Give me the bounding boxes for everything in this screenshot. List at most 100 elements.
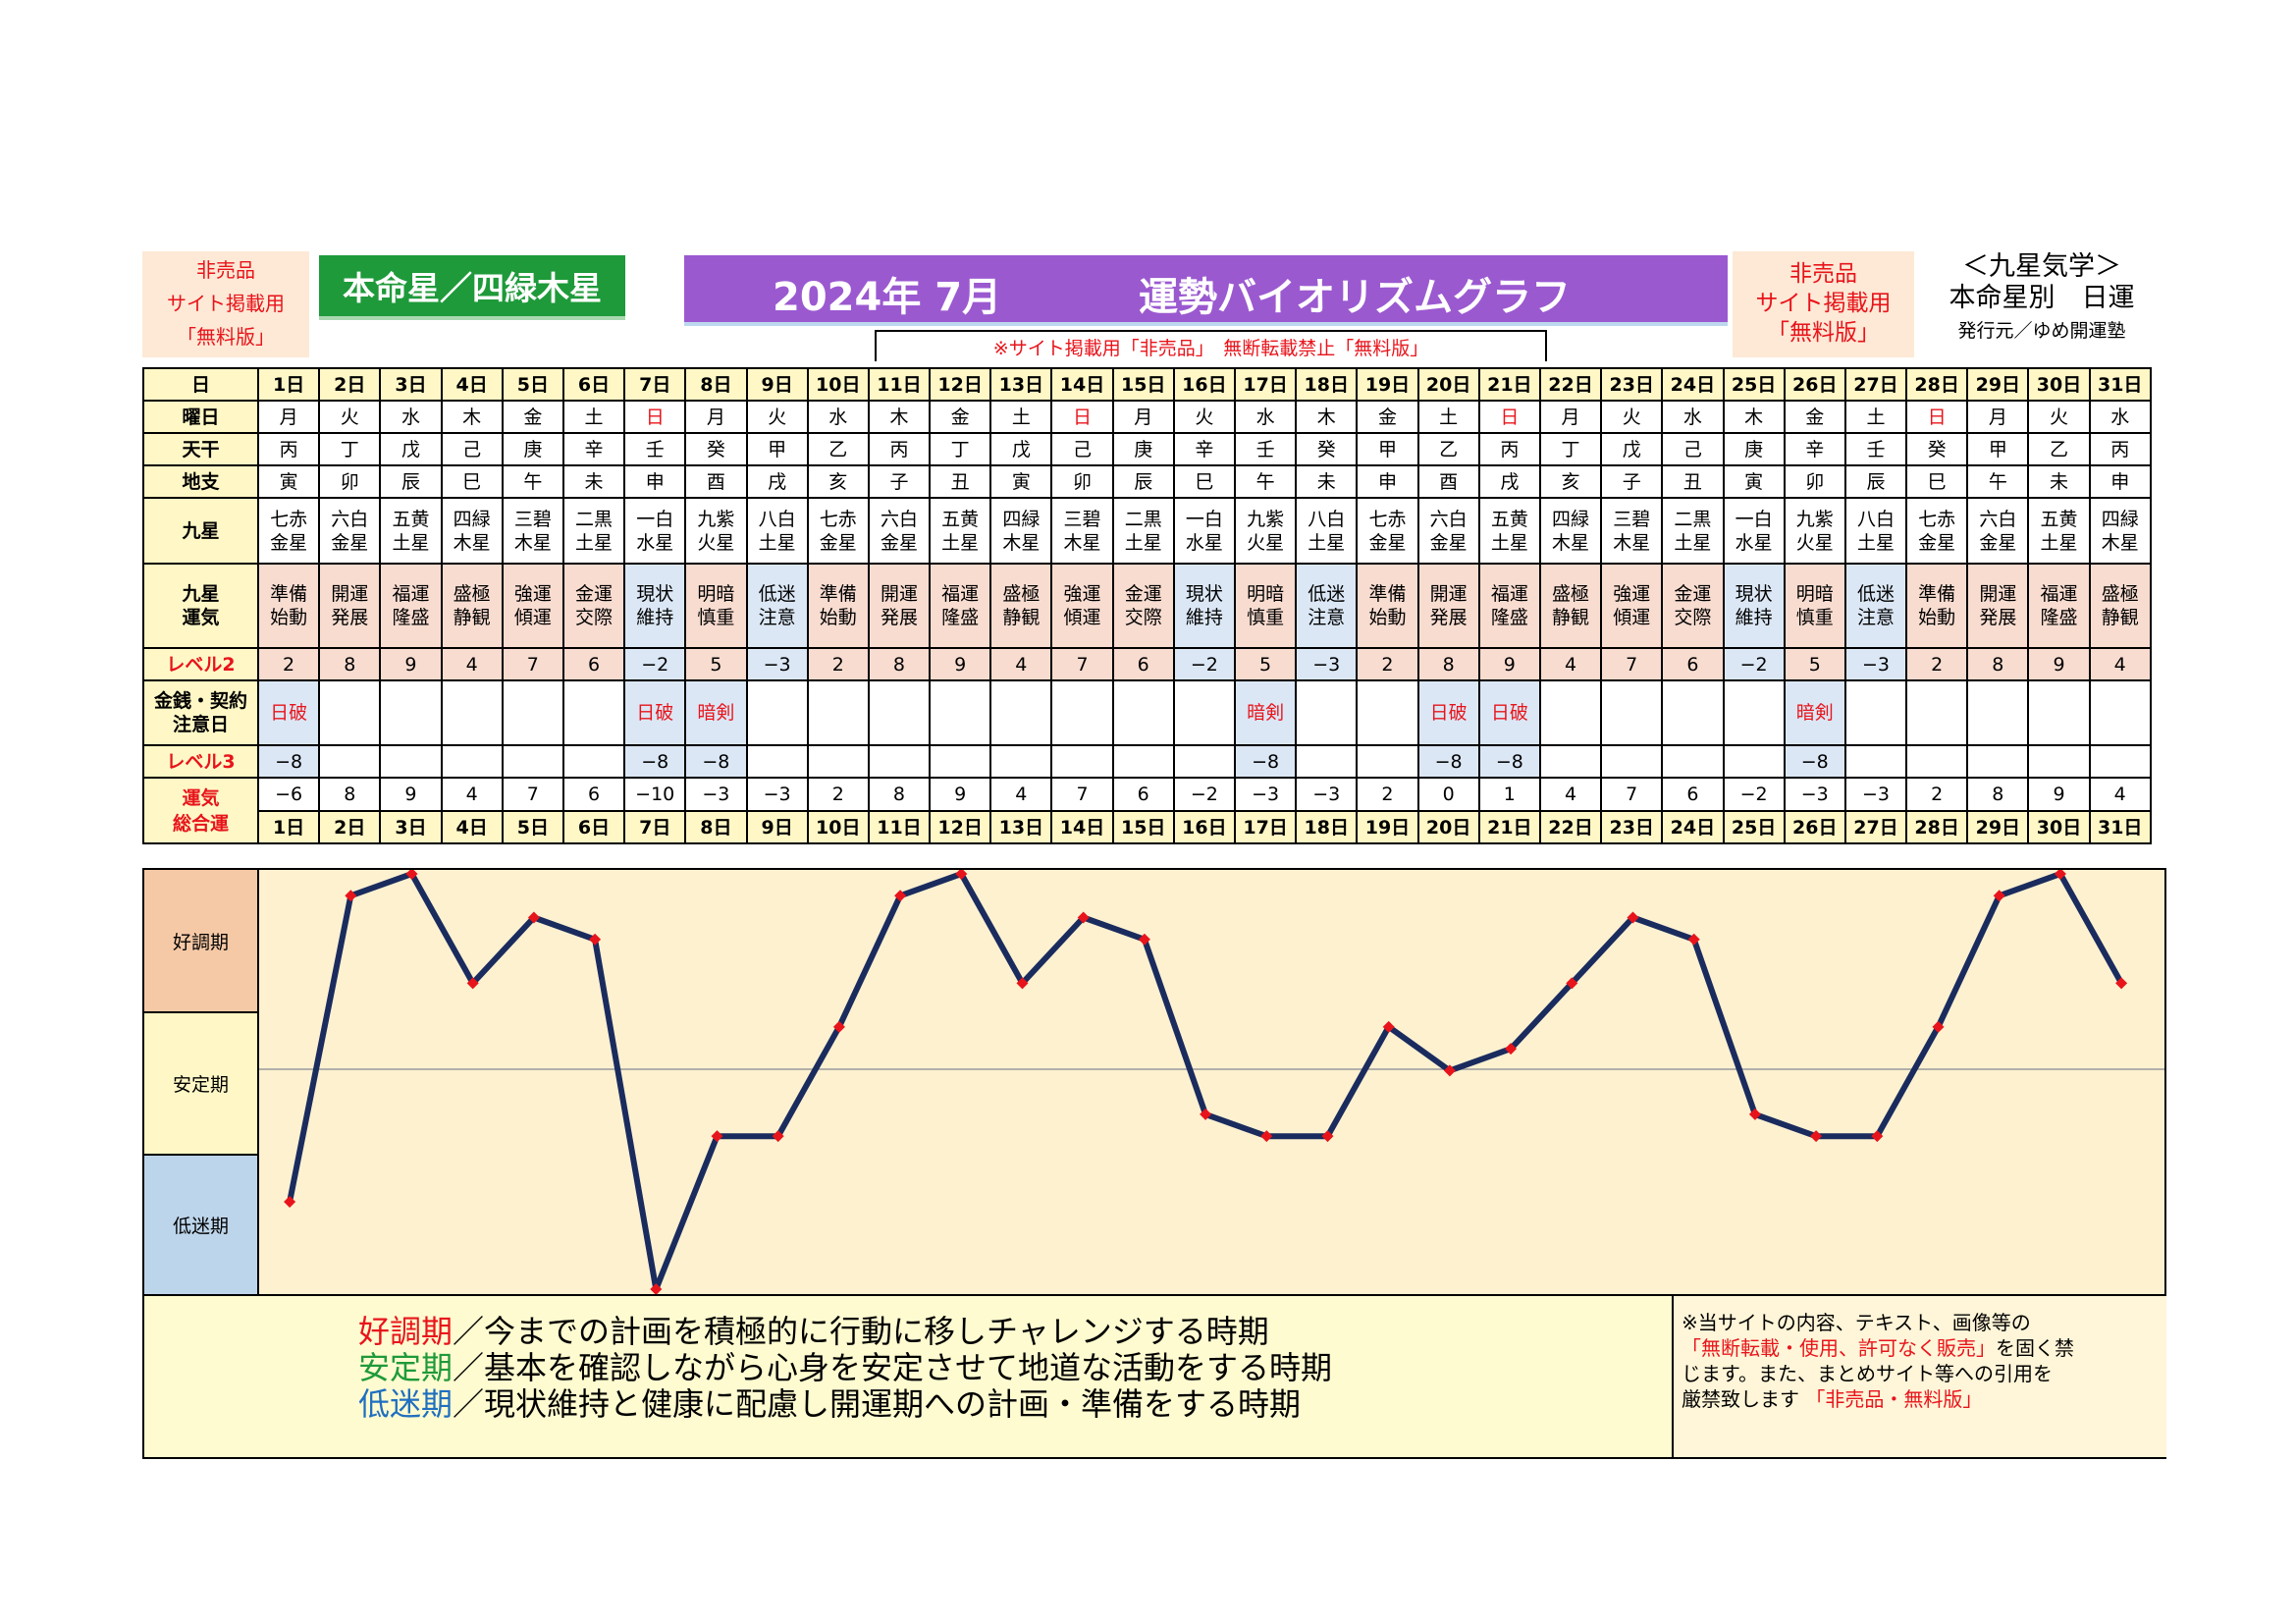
level3-cell [1843,744,1908,779]
chishi-cell: 巳 [440,464,504,499]
level3-label-line: レベル3 [166,750,236,773]
kyusei-cell: 四緑 木星 [1538,497,1603,565]
zone-good-label: 好調期 [172,931,229,953]
kyusei-line: 土星 [2040,531,2078,554]
weekday-cell: 月 [1966,400,2030,434]
day-bottom-cell: 19日 [1356,810,1419,844]
level3-cell [1538,744,1603,779]
weekday-cell: 火 [1172,400,1237,434]
kinsen-cell [806,679,870,746]
kyusei-line: 水星 [1185,531,1223,554]
unki-line: 開運 [880,583,918,605]
level3-cell [1600,744,1664,779]
level3-cell: −8 [256,744,321,779]
notice-line2-black: を固く禁 [1996,1336,2074,1360]
unki-cell: 福運 隆盛 [1477,563,1541,649]
unki-label-line: 運気 [182,607,220,628]
level2-cell: 7 [1050,647,1114,681]
data-point [527,911,540,924]
data-point [1810,1130,1823,1143]
data-point [1138,933,1150,946]
kyusei-cell: 三碧 木星 [1600,497,1664,565]
chishi-cell: 子 [1600,464,1664,499]
kyusei-line: 金星 [1429,531,1468,554]
chishi-cell: 寅 [1722,464,1786,499]
kinsen-cell: 日破 [256,679,321,746]
day-bottom-cell: 1日 [256,810,321,844]
unki-cell: 現状 維持 [1722,563,1786,649]
kyusei-line: 木星 [2101,531,2139,554]
total-cell: −3 [684,777,748,812]
day-bottom-cell: 2日 [318,810,382,844]
level3-cell: −8 [684,744,748,779]
chishi-cell: 酉 [684,464,748,499]
weekday-cell: 月 [1538,400,1603,434]
unki-cell: 準備 始動 [256,563,321,649]
total-cell: 2 [1905,777,1969,812]
data-point [1687,933,1700,946]
level3-cell [1905,744,1969,779]
kyusei-line: 三碧 [513,508,552,530]
unki-line: 強運 [513,583,552,605]
day-bottom-cell: 24日 [1661,810,1725,844]
day-cell: 12日 [929,367,992,402]
kinsen-cell [1905,679,1969,746]
chishi-cell: 辰 [379,464,443,499]
unki-line: 隆盛 [2040,607,2078,628]
total-cell: 2 [806,777,870,812]
day-cell: 21日 [1477,367,1541,402]
total-cell: 8 [867,777,932,812]
kyusei-cell: 八白 土星 [1295,497,1359,565]
tenkan-cell: 庚 [1111,432,1175,466]
day-bottom-cell: 3日 [379,810,443,844]
level2-cell: 9 [929,647,992,681]
day-bottom-cell: 8日 [684,810,748,844]
kyusei-cell: 六白 金星 [867,497,932,565]
unki-line: 明暗 [1247,583,1285,605]
level2-cell: −3 [1843,647,1908,681]
level2-cell: 2 [1356,647,1419,681]
biorhythm-plot [259,870,2164,1294]
legend-stable-term: 安定期 [358,1349,454,1386]
level2-cell: −3 [745,647,809,681]
unki-label: 九星 運気 [142,563,259,649]
weekday-cell: 土 [1416,400,1480,434]
day-cell: 2日 [318,367,382,402]
kyusei-line: 金星 [819,531,857,554]
kyusei-label-line: 九星 [182,519,220,542]
left-notice-line1: 非売品 [196,258,255,282]
kyusei-line: 四緑 [453,508,491,530]
level3-cell [440,744,504,779]
left-notice-box: 非売品 サイト掲載用 「無料版」 [142,251,309,357]
kyusei-line: 九紫 [1795,508,1834,530]
kyusei-line: 八白 [758,508,796,530]
weekday-cell: 火 [2027,400,2091,434]
weekday-cell: 金 [501,400,564,434]
total-cell: 8 [318,777,382,812]
total-cell: 9 [929,777,992,812]
chishi-cell: 丑 [1661,464,1725,499]
kyusei-cell: 五黄 土星 [2027,497,2091,565]
fortune-table-grid: 日 1日 2日 3日 4日 5日 6日 7日 8日 9日 10日 11日 12日 13日 14日 15日 16日… [142,367,2152,844]
level3-cell: −8 [1233,744,1298,779]
total-cell: −3 [1295,777,1359,812]
level2-cell: 5 [1783,647,1846,681]
chishi-cell: 戌 [1477,464,1541,499]
level2-cell: 9 [1477,647,1541,681]
level2-label: レベル2 [142,647,259,681]
chishi-cell: 卯 [318,464,382,499]
day-cell: 9日 [745,367,809,402]
kyusei-line: 五黄 [2040,508,2078,530]
total-cell: −3 [1233,777,1298,812]
corner-line3: 発行元／ゆめ開運塾 [1957,320,2126,342]
kyusei-cell: 七赤 金星 [256,497,321,565]
day-cell: 19日 [1356,367,1419,402]
level3-cell [501,744,564,779]
total-cell: −3 [1843,777,1908,812]
kyusei-line: 水星 [636,531,674,554]
unki-line: 傾運 [1613,607,1651,628]
data-point [1566,977,1578,990]
zone-stable-label: 安定期 [172,1074,229,1096]
chishi-cell: 未 [561,464,626,499]
unki-line: 明暗 [697,583,735,605]
